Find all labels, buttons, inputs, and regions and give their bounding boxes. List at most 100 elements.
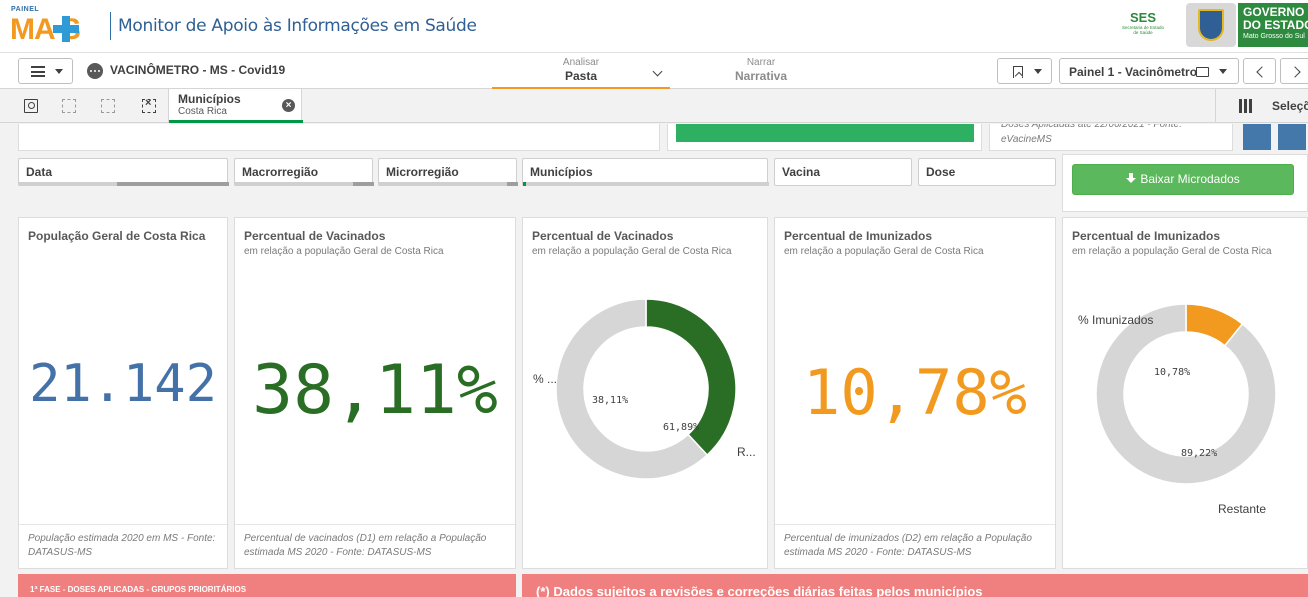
kpi-subtitle: em relação a população Geral de Costa Ri… (244, 246, 444, 257)
donut-imunizados-chart (1095, 303, 1277, 485)
kpi-subtitle: em relação a população Geral de Costa Ri… (784, 246, 984, 257)
clear-selections-icon[interactable] (142, 97, 156, 113)
download-label: Baixar Microdados (1140, 172, 1240, 186)
chip-selection-bar (169, 120, 303, 123)
kpi-vacinados[interactable]: Percentual de Vacinados em relação a pop… (234, 217, 516, 569)
next-sheet-button[interactable] (1280, 58, 1308, 84)
close-icon[interactable]: × (282, 99, 295, 112)
bookmark-icon (1013, 66, 1023, 78)
sheet-selector-button[interactable]: Painel 1 - Vacinômetro (1059, 58, 1239, 84)
chevron-right-icon (1289, 66, 1301, 78)
donut-imunizados-panel[interactable]: Percentual de Imunizados em relação a po… (1062, 217, 1308, 569)
kpi-populacao[interactable]: População Geral de Costa Rica 21.142 Pop… (18, 217, 228, 569)
disclaimer-banner: (*) Dados sujeitos a revisões e correçõe… (522, 574, 1308, 597)
kpi-footer: Percentual de imunizados (D2) em relação… (775, 524, 1055, 568)
slice-label-vacinados: 38,11% (592, 395, 629, 406)
kpi-title: Percentual de Imunizados (784, 229, 933, 243)
blue-block-1 (1243, 124, 1271, 150)
sheet-canvas: Doses Aplicadas até 22/06/2021 - Fonte: … (0, 124, 1308, 597)
top-panel-progress (667, 124, 982, 151)
app-name: VACINÔMETRO - MS - Covid19 (110, 63, 286, 77)
kpi-value: 38,11% (252, 351, 498, 430)
slice-label-restante: 61,89% (663, 422, 700, 433)
download-microdata-button[interactable]: Baixar Microdados (1072, 164, 1294, 195)
blue-block-2 (1278, 124, 1306, 150)
phase-banner: 1ª FASE - DOSES APLICADAS - GRUPOS PRIOR… (18, 574, 516, 597)
chart-title: Percentual de Imunizados (1072, 229, 1221, 243)
chart-subtitle: em relação a população Geral de Costa Ri… (532, 246, 732, 257)
caret-down-icon (1034, 69, 1042, 74)
selections-tool-button[interactable]: Seleções (1215, 89, 1308, 123)
note-line-1: Doses Aplicadas até 22/06/2021 - Fonte: (1001, 124, 1182, 130)
filter-label: Microrregião (386, 165, 459, 179)
qlik-toolbar: VACINÔMETRO - MS - Covid19 Analisar Past… (0, 52, 1308, 89)
bookmarks-button[interactable] (997, 58, 1052, 84)
selections-grid-icon (1239, 99, 1253, 113)
filter-label: Municípios (530, 165, 593, 179)
top-panel-left (18, 124, 660, 151)
donut-vacinados-panel[interactable]: Percentual de Vacinados em relação a pop… (522, 217, 768, 569)
filter-label: Macrorregião (242, 165, 319, 179)
filter-vacina[interactable]: Vacina (774, 158, 912, 186)
logo-painel-text: PAINEL (11, 6, 40, 13)
gov-line-2: DO ESTADO (1243, 18, 1308, 32)
kpi-footer: População estimada 2020 em MS - Fonte: D… (19, 524, 227, 568)
legend-restante: Restante (1218, 502, 1267, 516)
filter-dose[interactable]: Dose (918, 158, 1056, 186)
previous-sheet-button[interactable] (1243, 58, 1276, 84)
tab-narrar-value: Narrativa (734, 69, 788, 83)
caret-down-icon (1219, 69, 1227, 74)
step-back-icon[interactable] (62, 99, 76, 113)
donut-slice-restante[interactable] (1095, 303, 1277, 485)
filter-macrorregiao[interactable]: Macrorregião (234, 158, 374, 186)
filter-municipios[interactable]: Municípios (522, 158, 769, 186)
filter-label: Dose (926, 165, 956, 179)
kpi-value: 10,78% (803, 356, 1027, 429)
tab-analisar-value: Pasta (564, 69, 598, 83)
donut-vacinados-chart (555, 298, 737, 480)
global-menu-button[interactable] (18, 58, 73, 84)
progress-bar (676, 124, 974, 142)
top-panel-note: Doses Aplicadas até 22/06/2021 - Fonte: … (989, 124, 1233, 151)
filter-data[interactable]: Data (18, 158, 229, 186)
donut-slice-restante[interactable] (555, 298, 709, 480)
caret-down-icon (55, 69, 63, 74)
selections-label: Seleções (1272, 99, 1308, 113)
gov-line-3: Mato Grosso do Sul (1243, 33, 1305, 40)
selection-chip-municipios[interactable]: Municípios Costa Rica × (168, 89, 303, 123)
slice-label-restante: 89,22% (1181, 448, 1218, 459)
tab-analisar[interactable]: Analisar Pasta (492, 55, 670, 89)
download-icon (1126, 173, 1137, 184)
health-cross-icon (53, 16, 79, 42)
chart-title: Percentual de Vacinados (532, 229, 674, 243)
kpi-footer: Percentual de vacinados (D1) em relação … (235, 524, 515, 568)
tab-analisar-label: Analisar (562, 57, 600, 68)
smart-search-icon[interactable] (24, 99, 38, 113)
filter-microrregiao[interactable]: Microrregião (378, 158, 518, 186)
selections-bar: Municípios Costa Rica × Seleções (0, 89, 1308, 123)
download-panel: Baixar Microdados (1062, 154, 1308, 212)
donut-slice-primary[interactable] (645, 298, 737, 457)
kpi-title: Percentual de Vacinados (244, 229, 386, 243)
slice-label-imunizados: 10,78% (1154, 367, 1191, 378)
portal-title: Monitor de Apoio às Informações em Saúde (118, 16, 477, 36)
app-options-icon[interactable] (87, 63, 103, 79)
legend-restante: R... (737, 445, 756, 459)
state-coat-of-arms-icon (1186, 3, 1236, 47)
tab-narrar[interactable]: Narrar Narrativa (672, 55, 850, 89)
chevron-left-icon (1256, 66, 1268, 78)
logo-divider (110, 12, 111, 40)
app-header: PAINEL MA S Monitor de Apoio às Informaç… (0, 0, 1308, 52)
hamburger-icon (31, 66, 45, 77)
sheet-icon (1196, 67, 1209, 77)
ses-name: SES (1129, 10, 1156, 25)
tab-narrar-label: Narrar (746, 57, 776, 68)
gov-line-1: GOVERNO (1243, 5, 1305, 19)
legend-imunizados: % Imunizados (1078, 313, 1154, 327)
step-forward-icon[interactable] (101, 99, 115, 113)
mais-logo: PAINEL MA S (10, 6, 106, 46)
chip-field-name: Municípios (178, 92, 241, 106)
kpi-title: População Geral de Costa Rica (28, 229, 206, 243)
kpi-value: 21.142 (29, 354, 217, 414)
kpi-imunizados[interactable]: Percentual de Imunizados em relação a po… (774, 217, 1056, 569)
